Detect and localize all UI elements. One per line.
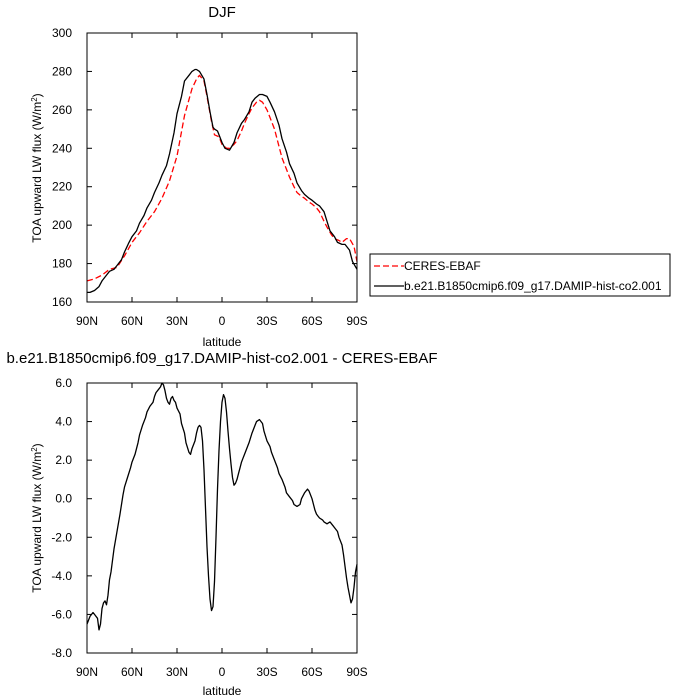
top-x-tick-label: 60N xyxy=(121,314,143,328)
legend-label-model: b.e21.B1850cmip6.f09_g17.DAMIP-hist-co2.… xyxy=(404,279,662,293)
bottom-y-axis-label-end: ) xyxy=(30,443,44,447)
legend: CERES-EBAF b.e21.B1850cmip6.f09_g17.DAMI… xyxy=(369,253,671,297)
bottom-y-axis-label-main: TOA upward LW flux (W/m xyxy=(30,452,44,593)
bottom-x-axis-label: latitude xyxy=(203,684,242,698)
top-x-tick-label: 30S xyxy=(256,314,277,328)
bottom-x-tick-label: 0 xyxy=(219,665,226,679)
top-panel: DJF 90N 60N 30N 0 30S 60S 90S 160 180 200 220 240 26… xyxy=(30,4,368,349)
bottom-series-layer xyxy=(86,382,358,631)
top-x-tick-label: 30N xyxy=(166,314,188,328)
bottom-tick-layer: 90N 60N 30N 0 30S 60S 90S -8.0 -6.0 -4.0 -2.0 0.0 2.… xyxy=(51,376,367,679)
top-y-tick-label: 160 xyxy=(52,295,72,309)
bottom-y-axis-label: TOA upward LW flux (W/m2) xyxy=(30,443,44,592)
top-y-axis-label-end: ) xyxy=(30,93,44,97)
top-y-tick-label: 300 xyxy=(52,26,72,40)
top-series-line-0 xyxy=(86,74,358,282)
top-y-tick-label: 260 xyxy=(52,103,72,117)
top-y-tick-label: 280 xyxy=(52,64,72,78)
bottom-panel: b.e21.B1850cmip6.f09_g17.DAMIP-hist-co2.… xyxy=(6,350,437,698)
top-plot-frame xyxy=(86,32,358,303)
top-y-axis-label-superscript: 2 xyxy=(30,97,39,102)
bottom-x-tick-label: 30S xyxy=(256,665,277,679)
top-y-tick-label: 180 xyxy=(52,257,72,271)
bottom-panel-title: b.e21.B1850cmip6.f09_g17.DAMIP-hist-co2.… xyxy=(6,350,437,367)
bottom-y-tick-label: -6.0 xyxy=(51,607,72,621)
top-x-tick-label: 90N xyxy=(76,314,98,328)
bottom-y-tick-label: -8.0 xyxy=(51,646,72,660)
top-tick-layer: 90N 60N 30N 0 30S 60S 90S 160 180 200 220 240 260 280… xyxy=(52,26,368,328)
bottom-y-tick-label: -4.0 xyxy=(51,569,72,583)
legend-box xyxy=(369,253,671,297)
top-x-tick-label: 0 xyxy=(219,314,226,328)
top-panel-title: DJF xyxy=(208,4,236,21)
bottom-x-tick-label: 90N xyxy=(76,665,98,679)
bottom-x-tick-label: 60S xyxy=(301,665,322,679)
top-y-tick-label: 220 xyxy=(52,180,72,194)
top-y-tick-label: 200 xyxy=(52,218,72,232)
bottom-series-line-0 xyxy=(86,382,358,631)
bottom-y-tick-label: 2.0 xyxy=(55,453,72,467)
bottom-y-tick-label: -2.0 xyxy=(51,530,72,544)
top-series-line-1 xyxy=(87,68,358,294)
bottom-y-tick-label: 4.0 xyxy=(55,415,72,429)
bottom-x-tick-label: 30N xyxy=(166,665,188,679)
top-y-axis-label: TOA upward LW flux (W/m2) xyxy=(30,93,44,242)
bottom-plot-frame xyxy=(86,382,358,654)
bottom-y-tick-label: 6.0 xyxy=(55,376,72,390)
top-y-tick-label: 240 xyxy=(52,141,72,155)
top-x-axis-label: latitude xyxy=(203,335,242,349)
top-x-tick-label: 60S xyxy=(301,314,322,328)
top-x-tick-label: 90S xyxy=(346,314,367,328)
bottom-y-axis-label-superscript: 2 xyxy=(30,447,39,452)
bottom-x-tick-label: 60N xyxy=(121,665,143,679)
top-y-axis-label-main: TOA upward LW flux (W/m xyxy=(30,102,44,243)
bottom-x-tick-label: 90S xyxy=(346,665,367,679)
bottom-y-tick-label: 0.0 xyxy=(55,492,72,506)
top-series-layer xyxy=(86,68,358,294)
legend-label-ceres: CERES-EBAF xyxy=(404,259,481,273)
